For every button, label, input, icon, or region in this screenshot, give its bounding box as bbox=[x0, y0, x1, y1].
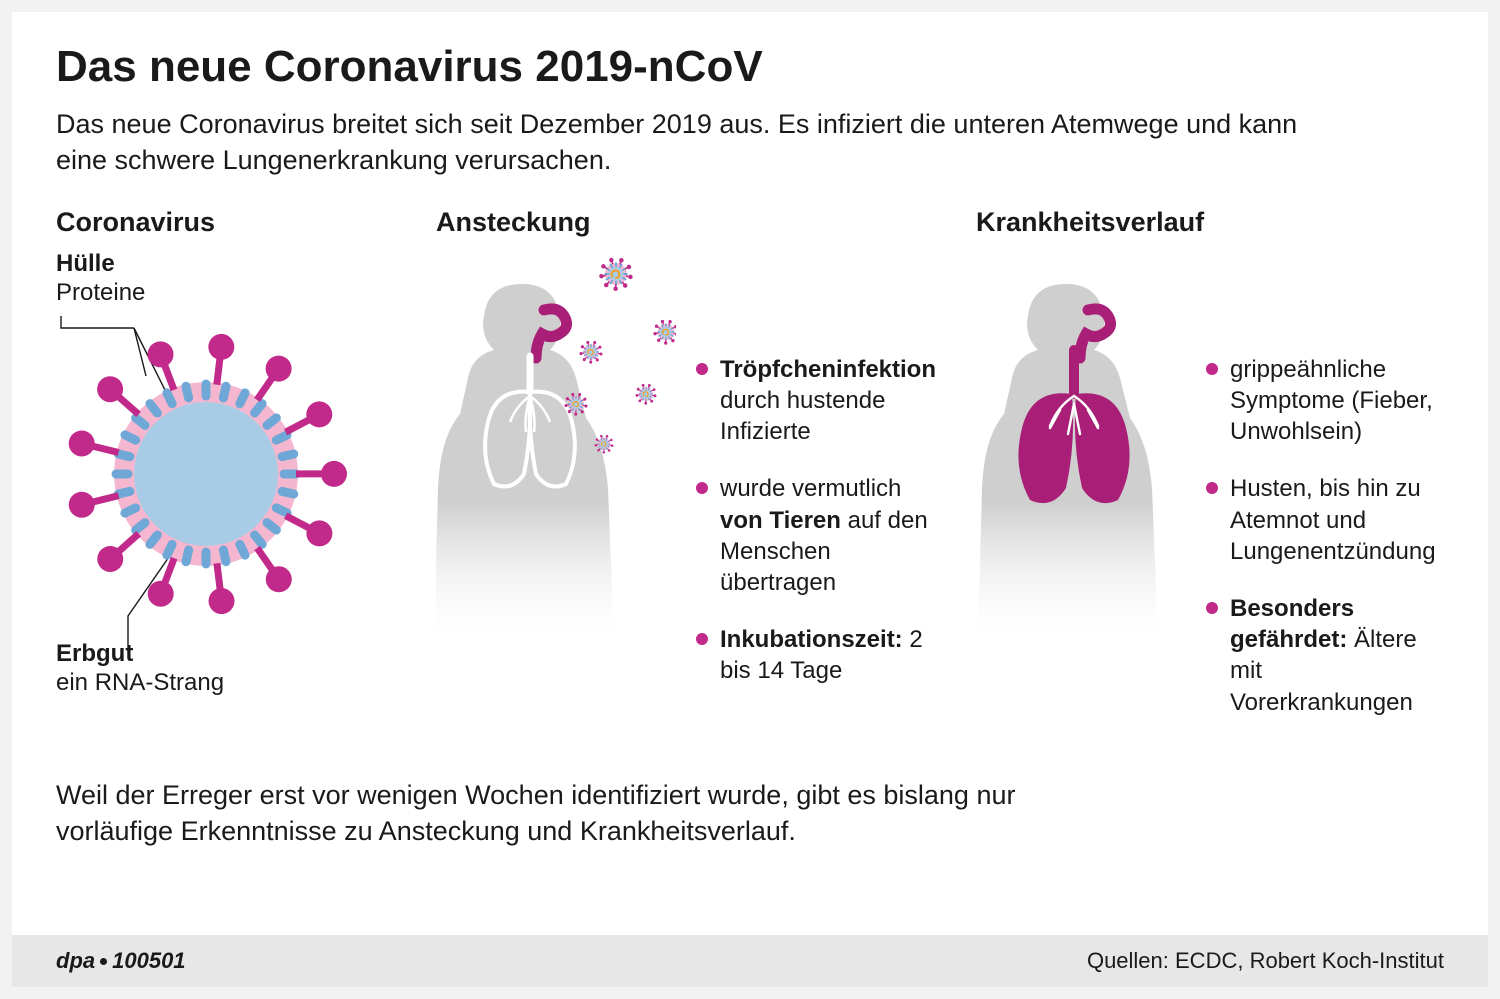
col2-heading: Ansteckung bbox=[436, 207, 936, 238]
bullet-text: Tröpfcheninfektion durch hustende Infizi… bbox=[720, 354, 936, 448]
bullet-item: Husten, bis hin zu Atemnot und Lungenent… bbox=[1206, 473, 1444, 567]
body-outline-icon bbox=[436, 244, 676, 704]
bullet-text: Inkubationszeit: 2 bis 14 Tage bbox=[720, 624, 936, 686]
bullet-text: grippeähnliche Symptome (Fieber, Unwohls… bbox=[1230, 354, 1444, 448]
bullet-dot-icon bbox=[1206, 363, 1218, 375]
page-title: Das neue Coronavirus 2019-nCoV bbox=[56, 42, 1444, 92]
virus-figure: Hülle Proteine Erbgut ein RNA-Strang bbox=[56, 244, 396, 764]
bullet-item: wurde vermutlich von Tieren auf den Mens… bbox=[696, 473, 936, 598]
bullet-item: Tröpfcheninfektion durch hustende Infizi… bbox=[696, 354, 936, 448]
footnote-text: Weil der Erreger erst vor wenigen Wochen… bbox=[56, 777, 1056, 850]
body-lungs-icon bbox=[976, 244, 1186, 704]
columns-row: Coronavirus Hülle Proteine Erbgut ein RN… bbox=[56, 207, 1444, 767]
footer-bar: dpa 100501 Quellen: ECDC, Robert Koch-In… bbox=[12, 935, 1488, 987]
column-coronavirus: Coronavirus Hülle Proteine Erbgut ein RN… bbox=[56, 207, 396, 767]
dot-separator-icon bbox=[100, 958, 107, 965]
bullet-dot-icon bbox=[696, 482, 708, 494]
bullet-item: Besonders gefährdet: Ältere mit Vorerkra… bbox=[1206, 593, 1444, 718]
col2-bullets: Tröpfcheninfektion durch hustende Infizi… bbox=[696, 354, 936, 713]
label-erbgut: Erbgut ein RNA-Strang bbox=[56, 640, 224, 698]
bullet-dot-icon bbox=[696, 363, 708, 375]
bullet-text: Besonders gefährdet: Ältere mit Vorerkra… bbox=[1230, 593, 1444, 718]
column-krankheitsverlauf: Krankheitsverlauf grippeähnliche Symptom… bbox=[976, 207, 1444, 767]
page-subtitle: Das neue Coronavirus breitet sich seit D… bbox=[56, 106, 1336, 179]
bullet-dot-icon bbox=[1206, 482, 1218, 494]
bullet-item: grippeähnliche Symptome (Fieber, Unwohls… bbox=[1206, 354, 1444, 448]
footer-agency: dpa 100501 bbox=[56, 948, 186, 974]
infographic-panel: Das neue Coronavirus 2019-nCoV Das neue … bbox=[12, 12, 1488, 987]
bullet-dot-icon bbox=[696, 633, 708, 645]
bullet-text: wurde vermutlich von Tieren auf den Mens… bbox=[720, 473, 936, 598]
bullet-text: Husten, bis hin zu Atemnot und Lungenent… bbox=[1230, 473, 1444, 567]
col3-heading: Krankheitsverlauf bbox=[976, 207, 1444, 238]
column-ansteckung: Ansteckung Tröpfcheninfektion durch hust… bbox=[436, 207, 936, 767]
label-huelle: Hülle Proteine bbox=[56, 250, 145, 308]
bullet-item: Inkubationszeit: 2 bis 14 Tage bbox=[696, 624, 936, 686]
bullet-dot-icon bbox=[1206, 602, 1218, 614]
col3-bullets: grippeähnliche Symptome (Fieber, Unwohls… bbox=[1206, 354, 1444, 744]
col1-heading: Coronavirus bbox=[56, 207, 396, 238]
footer-sources: Quellen: ECDC, Robert Koch-Institut bbox=[1087, 948, 1444, 974]
